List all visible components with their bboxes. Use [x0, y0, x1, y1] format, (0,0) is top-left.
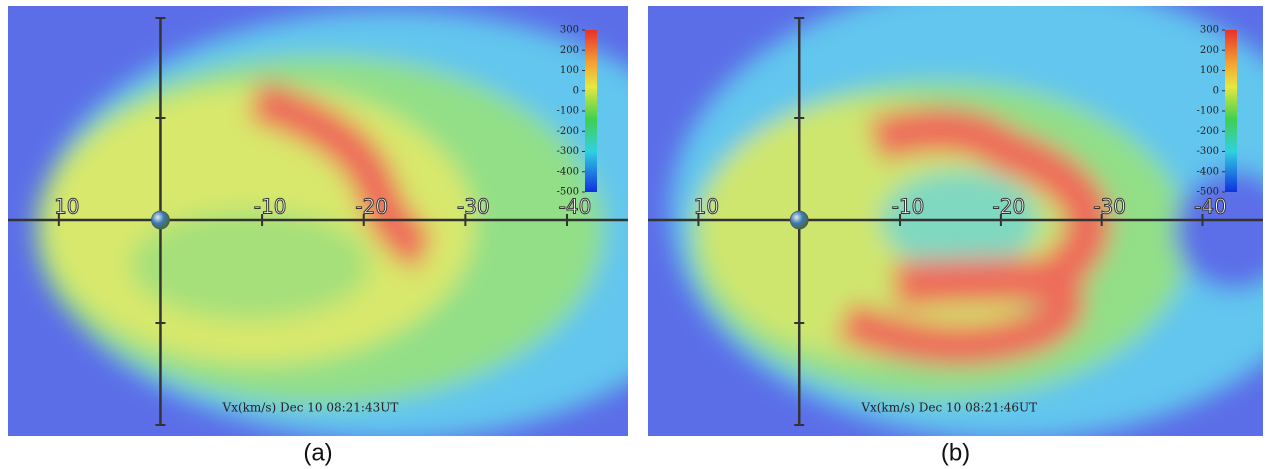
colorbar-label: 200 [560, 45, 579, 56]
colorbar-label: -200 [557, 126, 579, 137]
earth [151, 210, 170, 230]
panel-caption: (b) [941, 439, 970, 466]
annotation: Vx(km/s) Dec 10 08:21:43UT [222, 401, 399, 415]
colorbar-label: 100 [1200, 65, 1219, 76]
colorbar [585, 30, 597, 192]
colorbar-label: 200 [1200, 45, 1219, 56]
colorbar-label: 300 [560, 25, 579, 36]
colorbar-label: 0 [573, 85, 579, 96]
field-a [8, 6, 628, 436]
x-tick-label: 10 [694, 195, 719, 219]
x-tick-label: -20 [993, 195, 1026, 219]
colorbar-label: -400 [1197, 166, 1219, 177]
x-tick-label: -10 [892, 195, 925, 219]
colorbar-label: -200 [1197, 126, 1219, 137]
earth [789, 210, 809, 230]
colorbar-label: -300 [557, 146, 579, 157]
x-tick-label: -10 [254, 195, 287, 219]
colorbar-label: 300 [1200, 25, 1219, 36]
x-tick-label: -40 [559, 195, 592, 219]
colorbar-label: -400 [557, 166, 579, 177]
x-tick-label: -30 [1093, 195, 1126, 219]
x-tick-label: -40 [1194, 195, 1227, 219]
x-tick-label: -20 [355, 195, 388, 219]
colorbar-label: -100 [1197, 106, 1219, 117]
colorbar-label: -500 [557, 187, 579, 198]
colorbar-label: -500 [1197, 187, 1219, 198]
x-tick-label: -30 [457, 195, 490, 219]
colorbar-label: -300 [1197, 146, 1219, 157]
colorbar-label: 100 [560, 65, 579, 76]
annotation: Vx(km/s) Dec 10 08:21:46UT [860, 401, 1037, 415]
x-tick-label: 10 [54, 195, 79, 219]
colorbar-label: -100 [557, 106, 579, 117]
colorbar-label: 0 [1213, 85, 1219, 96]
colorbar [1225, 30, 1237, 192]
panel-caption: (a) [303, 439, 332, 466]
